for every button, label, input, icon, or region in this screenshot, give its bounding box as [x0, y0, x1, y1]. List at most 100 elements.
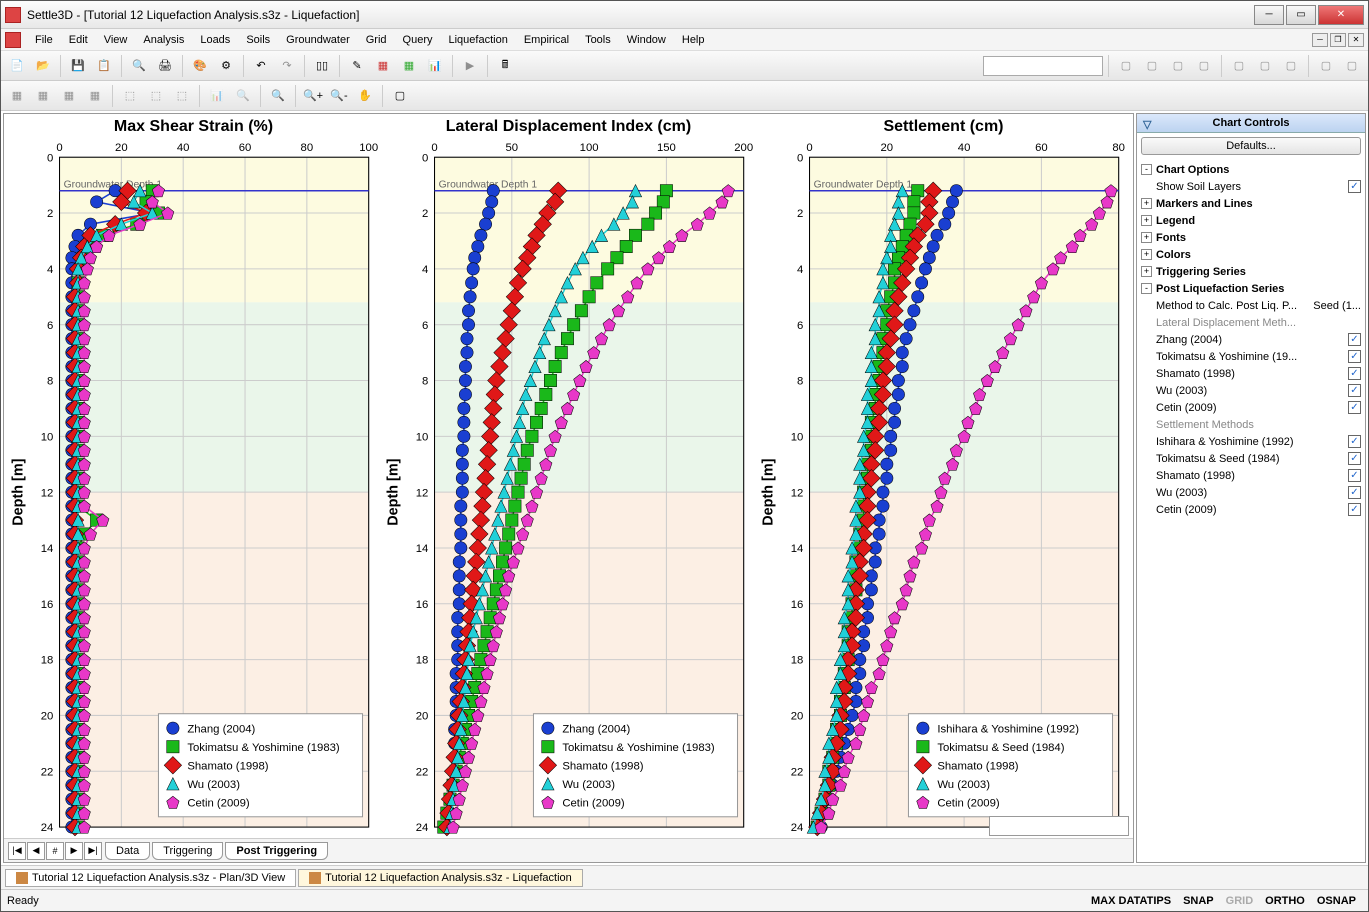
tree-row[interactable]: Tokimatsu & Seed (1984)✓ — [1141, 450, 1361, 467]
tree-row[interactable]: Method to Calc. Post Liq. P...Seed (1... — [1141, 297, 1361, 314]
expand-icon[interactable]: + — [1141, 215, 1152, 226]
zoom-in-icon[interactable]: 🔍+ — [301, 84, 325, 108]
checkbox[interactable]: ✓ — [1348, 503, 1361, 516]
tree-row[interactable]: Shamato (1998)✓ — [1141, 365, 1361, 382]
menu-query[interactable]: Query — [395, 32, 441, 48]
undo-icon[interactable]: ↶ — [249, 54, 273, 78]
menu-grid[interactable]: Grid — [358, 32, 395, 48]
open-file-icon[interactable]: 📂 — [31, 54, 55, 78]
tree-row[interactable]: Tokimatsu & Yoshimine (19...✓ — [1141, 348, 1361, 365]
checkbox[interactable]: ✓ — [1348, 180, 1361, 193]
tab-triggering[interactable]: Triggering — [152, 842, 223, 860]
doctab-1[interactable]: Tutorial 12 Liquefaction Analysis.s3z - … — [298, 869, 583, 887]
print-icon[interactable]: 🖨 — [153, 54, 177, 78]
tree-row[interactable]: Cetin (2009)✓ — [1141, 399, 1361, 416]
checkbox[interactable]: ✓ — [1348, 367, 1361, 380]
tree-row[interactable]: -Post Liquefaction Series — [1141, 280, 1361, 297]
minimize-button[interactable]: ─ — [1254, 5, 1284, 25]
expand-icon[interactable]: - — [1141, 164, 1152, 175]
mdi-restore-button[interactable]: ❐ — [1330, 33, 1346, 47]
menu-groundwater[interactable]: Groundwater — [278, 32, 358, 48]
mdi-minimize-button[interactable]: ─ — [1312, 33, 1328, 47]
tree-label: Show Soil Layers — [1156, 181, 1348, 193]
menu-loads[interactable]: Loads — [192, 32, 238, 48]
close-button[interactable]: ✕ — [1318, 5, 1364, 25]
expand-icon[interactable]: + — [1141, 198, 1152, 209]
new-file-icon[interactable]: 📄 — [5, 54, 29, 78]
tree-row[interactable]: Zhang (2004)✓ — [1141, 331, 1361, 348]
expand-icon[interactable]: - — [1141, 283, 1152, 294]
tree-row[interactable]: Ishihara & Yoshimine (1992)✓ — [1141, 433, 1361, 450]
color-wheel-icon[interactable]: 🎨 — [188, 54, 212, 78]
tree-row[interactable]: +Legend — [1141, 212, 1361, 229]
tree-row[interactable]: +Colors — [1141, 246, 1361, 263]
save-icon[interactable]: 💾 — [66, 54, 90, 78]
status-ortho[interactable]: ORTHO — [1259, 895, 1311, 907]
tab-next-button[interactable]: ▶ — [65, 842, 83, 860]
checkbox[interactable]: ✓ — [1348, 333, 1361, 346]
combo-box[interactable] — [983, 56, 1103, 76]
chart-icon[interactable]: 📊 — [423, 54, 447, 78]
tab-first-button[interactable]: |◀ — [8, 842, 26, 860]
menu-liquefaction[interactable]: Liquefaction — [441, 32, 516, 48]
tab-post-triggering[interactable]: Post Triggering — [225, 842, 328, 860]
panel-toggle-icon[interactable]: ▯▯ — [310, 54, 334, 78]
tree-row[interactable]: +Markers and Lines — [1141, 195, 1361, 212]
menu-empirical[interactable]: Empirical — [516, 32, 577, 48]
status-grid[interactable]: GRID — [1220, 895, 1260, 907]
tree-row[interactable]: Cetin (2009)✓ — [1141, 501, 1361, 518]
sheet-tabs: |◀ ◀ # ▶ ▶| DataTriggeringPost Triggerin… — [4, 838, 1133, 862]
expand-icon[interactable]: + — [1141, 266, 1152, 277]
tree-row[interactable]: Settlement Methods — [1141, 416, 1361, 433]
results-icon[interactable]: ▦ — [397, 54, 421, 78]
checkbox[interactable]: ✓ — [1348, 452, 1361, 465]
defaults-button[interactable]: Defaults... — [1141, 137, 1361, 155]
tree-row[interactable]: +Fonts — [1141, 229, 1361, 246]
wand-icon[interactable]: ✎ — [345, 54, 369, 78]
status-snap[interactable]: SNAP — [1177, 895, 1220, 907]
expand-icon[interactable]: + — [1141, 232, 1152, 243]
checkbox[interactable]: ✓ — [1348, 486, 1361, 499]
checkbox[interactable]: ✓ — [1348, 435, 1361, 448]
menu-tools[interactable]: Tools — [577, 32, 619, 48]
mdi-close-button[interactable]: ✕ — [1348, 33, 1364, 47]
zoom-fit-icon[interactable]: 🔍 — [266, 84, 290, 108]
tree-row[interactable]: -Chart Options — [1141, 161, 1361, 178]
zoom-out-icon[interactable]: 🔍- — [327, 84, 351, 108]
tab-prev-button[interactable]: ◀ — [27, 842, 45, 860]
chevron-down-icon[interactable]: ▽ — [1143, 118, 1151, 131]
compute-icon[interactable]: ▦ — [371, 54, 395, 78]
maximize-button[interactable]: ▭ — [1286, 5, 1316, 25]
expand-icon[interactable]: + — [1141, 249, 1152, 260]
checkbox[interactable]: ✓ — [1348, 401, 1361, 414]
menu-file[interactable]: File — [27, 32, 61, 48]
tree-row[interactable]: Show Soil Layers✓ — [1141, 178, 1361, 195]
settings-icon[interactable]: ⚙ — [214, 54, 238, 78]
tree-row[interactable]: Lateral Displacement Meth... — [1141, 314, 1361, 331]
menu-view[interactable]: View — [96, 32, 136, 48]
print-preview-icon[interactable]: 🔍 — [127, 54, 151, 78]
copy-icon[interactable]: 📋 — [92, 54, 116, 78]
checkbox[interactable]: ✓ — [1348, 384, 1361, 397]
calculator-icon[interactable]: 🖩 — [493, 54, 517, 78]
doctab-0[interactable]: Tutorial 12 Liquefaction Analysis.s3z - … — [5, 869, 296, 887]
checkbox[interactable]: ✓ — [1348, 469, 1361, 482]
tab-hash-button[interactable]: # — [46, 842, 64, 860]
menu-soils[interactable]: Soils — [238, 32, 278, 48]
tree-row[interactable]: Shamato (1998)✓ — [1141, 467, 1361, 484]
menu-edit[interactable]: Edit — [61, 32, 96, 48]
tree-row[interactable]: +Triggering Series — [1141, 263, 1361, 280]
tree-row[interactable]: Wu (2003)✓ — [1141, 484, 1361, 501]
checkbox[interactable]: ✓ — [1348, 350, 1361, 363]
tab-last-button[interactable]: ▶| — [84, 842, 102, 860]
status-max datatips[interactable]: MAX DATATIPS — [1085, 895, 1177, 907]
menu-analysis[interactable]: Analysis — [135, 32, 192, 48]
pan-icon[interactable]: ✋ — [353, 84, 377, 108]
status-osnap[interactable]: OSNAP — [1311, 895, 1362, 907]
tool-g-icon: ▢ — [1279, 54, 1303, 78]
menu-help[interactable]: Help — [674, 32, 713, 48]
menu-window[interactable]: Window — [619, 32, 674, 48]
tab-data[interactable]: Data — [105, 842, 150, 860]
view-mode-icon[interactable]: ▢ — [388, 84, 412, 108]
tree-row[interactable]: Wu (2003)✓ — [1141, 382, 1361, 399]
